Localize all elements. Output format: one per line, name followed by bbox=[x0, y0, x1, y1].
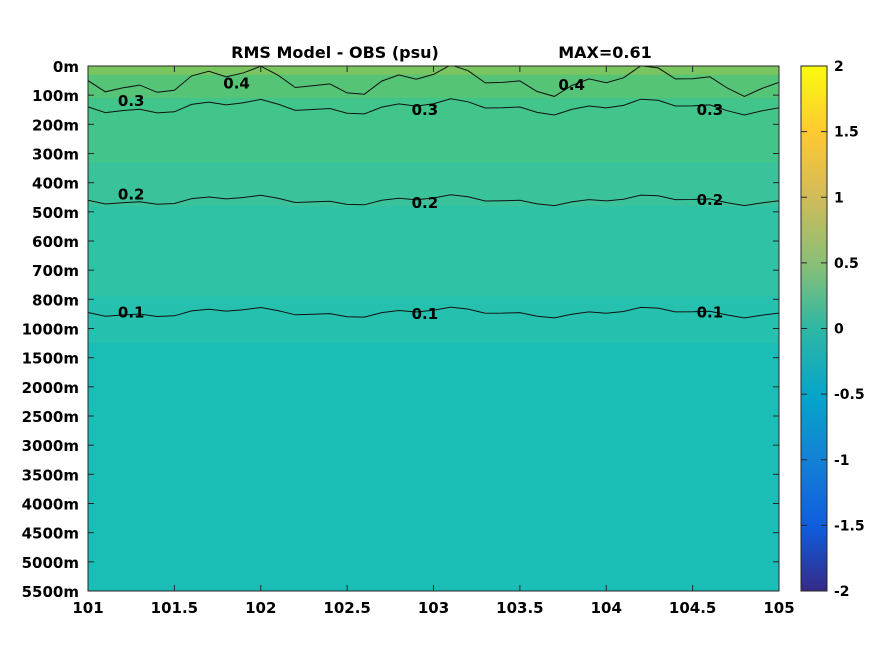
x-tick-label: 101 bbox=[72, 599, 103, 617]
heatmap-band-1 bbox=[88, 74, 779, 99]
plot-area bbox=[88, 66, 779, 591]
x-tick-label: 103 bbox=[418, 599, 449, 617]
contour-label: 0.4 bbox=[223, 75, 250, 93]
colorbar-tick-label: 1.5 bbox=[834, 125, 859, 141]
heatmap-band-3 bbox=[88, 162, 779, 207]
x-axis: 101 101.5 102 102.5 103 103.5 104 104.5 105 bbox=[72, 66, 795, 617]
heatmap-band-6 bbox=[88, 343, 779, 591]
colorbar-tick-label: 0.5 bbox=[834, 256, 859, 272]
colorbar-tick-label: -2 bbox=[834, 584, 850, 600]
colorbar-tick-label: 1 bbox=[834, 190, 844, 206]
contour-label: 0.3 bbox=[412, 101, 439, 119]
colorbar-tick-label: -0.5 bbox=[834, 387, 865, 403]
y-tick-label: 3500m bbox=[22, 466, 79, 484]
colorbar-tick-label: -1.5 bbox=[834, 518, 865, 534]
x-tick-label: 102.5 bbox=[323, 599, 370, 617]
colorbar-tick-label: 2 bbox=[834, 59, 844, 75]
x-tick-label: 103.5 bbox=[496, 599, 543, 617]
max-label: MAX=0.61 bbox=[558, 43, 652, 62]
contour-label: 0.2 bbox=[412, 194, 439, 212]
y-tick-label: 400m bbox=[32, 175, 79, 193]
y-axis: 0m 100m 200m 300m 400m 500m 600m 700m 800m 1000m 1… bbox=[22, 58, 779, 601]
contour-label: 0.1 bbox=[412, 305, 439, 323]
y-tick-label: 300m bbox=[32, 146, 79, 164]
x-tick-label: 102 bbox=[245, 599, 276, 617]
y-tick-label: 500m bbox=[32, 204, 79, 222]
y-tick-label: 800m bbox=[32, 291, 79, 309]
contour-line-0.1 bbox=[88, 306, 779, 319]
y-tick-label: 1000m bbox=[22, 321, 79, 339]
chart-title: RMS Model - OBS (psu) bbox=[231, 43, 439, 62]
y-tick-label: 100m bbox=[32, 87, 79, 105]
y-tick-label: 3000m bbox=[22, 437, 79, 455]
contour-line-0.4 bbox=[88, 66, 779, 97]
x-tick-label: 101.5 bbox=[151, 599, 198, 617]
contour-label: 0.3 bbox=[118, 92, 145, 110]
x-tick-label: 104.5 bbox=[669, 599, 716, 617]
colorbar-axis: 2 1.5 1 0.5 0 -0.5 -1 -1.5 -2 bbox=[801, 59, 865, 600]
y-tick-label: 0m bbox=[53, 58, 79, 76]
y-tick-label: 5000m bbox=[22, 554, 79, 572]
x-tick-label: 105 bbox=[763, 599, 794, 617]
contour-label: 0.2 bbox=[697, 191, 724, 209]
heatmap-band-4 bbox=[88, 206, 779, 297]
contour-label: 0.1 bbox=[118, 303, 145, 321]
y-tick-label: 1500m bbox=[22, 350, 79, 368]
x-tick-label: 104 bbox=[591, 599, 622, 617]
y-tick-label: 2000m bbox=[22, 379, 79, 397]
colorbar-tick-label: -1 bbox=[834, 453, 850, 469]
contour-line-0.3 bbox=[88, 98, 779, 116]
contour-label: 0.4 bbox=[558, 76, 585, 94]
y-tick-label: 600m bbox=[32, 233, 79, 251]
heatmap-band-5 bbox=[88, 296, 779, 344]
y-tick-label: 2500m bbox=[22, 408, 79, 426]
y-tick-label: 700m bbox=[32, 262, 79, 280]
contour-label: 0.3 bbox=[697, 101, 724, 119]
y-tick-label: 200m bbox=[32, 116, 79, 134]
heatmap-band-2 bbox=[88, 98, 779, 163]
contour-label: 0.2 bbox=[118, 185, 145, 203]
contour-label: 0.1 bbox=[697, 303, 724, 321]
colorbar-tick-label: 0 bbox=[834, 322, 844, 338]
y-tick-label: 4500m bbox=[22, 525, 79, 543]
contour-line-0.2 bbox=[88, 194, 779, 207]
y-tick-label: 5500m bbox=[22, 583, 79, 601]
y-tick-label: 4000m bbox=[22, 496, 79, 514]
